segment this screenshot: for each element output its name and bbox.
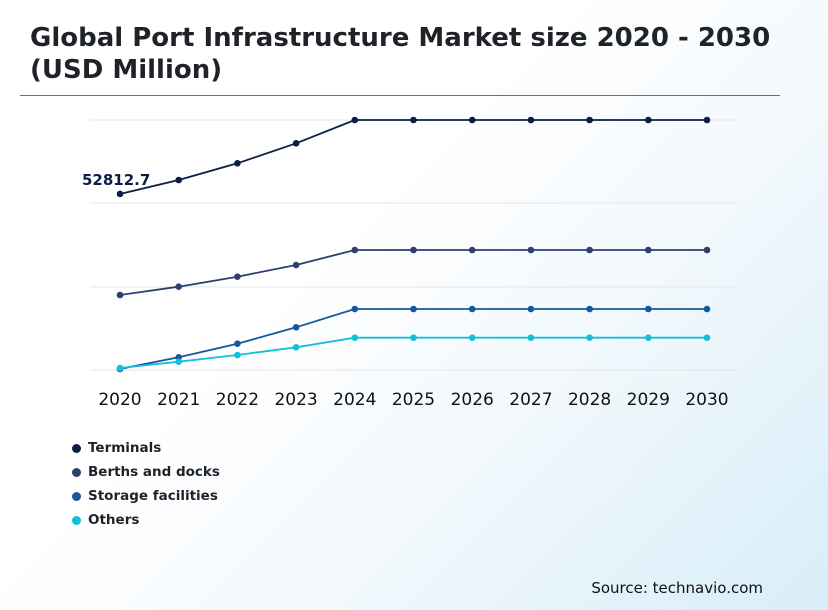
data-point — [234, 340, 241, 347]
data-point — [351, 305, 359, 313]
x-axis: 2020 2021 2022 2023 2024 2025 2026 2027 2028 2029… — [98, 390, 728, 410]
data-point — [703, 334, 711, 341]
data-point — [586, 334, 593, 341]
data-point — [410, 334, 417, 341]
data-point — [116, 364, 124, 372]
data-point — [292, 140, 300, 147]
data-point — [410, 116, 417, 124]
x-tick-label: 2029 — [627, 390, 670, 410]
data-point — [292, 324, 300, 331]
data-point — [234, 273, 241, 280]
data-label: 52812.7 — [82, 171, 150, 189]
legend-marker — [72, 491, 81, 501]
x-tick-label: 2020 — [98, 390, 141, 410]
legend-marker — [72, 443, 81, 453]
data-point — [703, 305, 711, 313]
x-tick-label: 2021 — [157, 390, 200, 410]
data-point — [292, 344, 300, 351]
legend-label: Others — [88, 512, 140, 528]
data-point — [645, 305, 652, 313]
data-point — [468, 116, 476, 124]
data-point — [468, 305, 476, 313]
data-point — [645, 334, 652, 341]
title-divider — [20, 95, 780, 96]
series-others — [116, 334, 711, 372]
series-line — [119, 249, 707, 296]
series-terminals — [116, 116, 711, 198]
series-berths-and-docks — [116, 246, 711, 299]
source-note: Source: technavio.com — [591, 579, 763, 597]
data-point — [527, 334, 535, 341]
legend-item: Storage facilities — [72, 484, 220, 508]
data-point — [645, 116, 652, 124]
legend-item: Others — [72, 508, 220, 532]
legend-label: Terminals — [88, 440, 162, 456]
x-tick-label: 2023 — [274, 390, 317, 410]
x-tick-label: 2027 — [509, 390, 552, 410]
data-point — [703, 246, 711, 254]
data-point — [410, 305, 417, 313]
series-line — [119, 336, 707, 369]
data-point — [351, 246, 359, 254]
gridlines — [90, 119, 737, 371]
data-point — [116, 190, 124, 198]
data-point — [116, 291, 124, 299]
x-tick-label: 2022 — [216, 390, 259, 410]
x-tick-label: 2024 — [333, 390, 376, 410]
data-point — [645, 246, 652, 254]
data-point — [175, 358, 182, 365]
data-point — [703, 116, 711, 124]
data-point — [586, 246, 593, 254]
data-point — [527, 305, 535, 313]
series-storage-facilities — [116, 305, 711, 373]
data-point — [351, 116, 359, 124]
series-line — [119, 119, 707, 195]
data-point — [410, 246, 417, 254]
data-point — [527, 116, 535, 124]
legend-marker — [72, 467, 81, 477]
data-point — [468, 246, 476, 254]
data-point — [527, 246, 535, 254]
legend-marker — [72, 515, 81, 525]
data-point — [175, 176, 182, 184]
data-point — [292, 261, 300, 269]
x-tick-label: 2025 — [392, 390, 435, 410]
x-tick-label: 2026 — [451, 390, 494, 410]
x-tick-label: 2030 — [685, 390, 728, 410]
data-point — [234, 351, 241, 359]
legend-item: Terminals — [72, 436, 220, 460]
chart-title: Global Port Infrastructure Market size 2… — [30, 23, 771, 85]
data-point — [468, 334, 476, 341]
data-point — [586, 116, 593, 124]
data-point — [175, 283, 182, 290]
data-point — [351, 334, 359, 341]
data-point — [234, 160, 241, 167]
data-point — [586, 305, 593, 313]
legend-item: Berths and docks — [72, 460, 220, 484]
chart-legend: Terminals Berths and docks Storage facilit… — [72, 436, 220, 532]
legend-label: Berths and docks — [88, 464, 220, 480]
legend-label: Storage facilities — [88, 488, 218, 504]
x-tick-label: 2028 — [568, 390, 611, 410]
